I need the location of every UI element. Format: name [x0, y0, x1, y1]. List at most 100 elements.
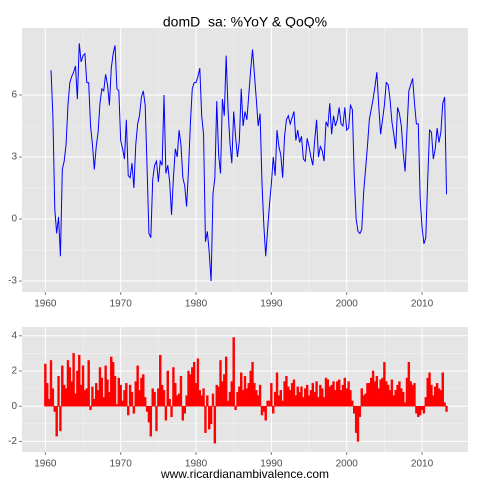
- bar: [143, 397, 147, 407]
- bar: [402, 391, 405, 407]
- bar: [266, 400, 269, 407]
- bar: [305, 384, 309, 407]
- bar: [313, 391, 316, 407]
- x-tick-label: 1980: [185, 459, 208, 470]
- bar: [59, 405, 62, 432]
- bar: [334, 390, 337, 407]
- bar: [424, 397, 428, 407]
- x-tick-label: 1970: [110, 459, 133, 470]
- bar: [160, 384, 164, 407]
- x-tick-label: 2000: [336, 459, 359, 470]
- bar: [102, 397, 105, 407]
- bar: [388, 390, 392, 407]
- bar: [356, 405, 360, 442]
- bar: [251, 361, 254, 407]
- bar: [256, 395, 260, 407]
- bar: [145, 405, 149, 412]
- bar: [134, 381, 137, 407]
- bar: [108, 391, 111, 407]
- bar: [247, 383, 250, 407]
- bar: [78, 354, 81, 407]
- bar: [74, 393, 77, 407]
- bar: [183, 405, 186, 414]
- bar: [255, 390, 258, 407]
- bar: [311, 383, 314, 407]
- bar: [319, 384, 322, 407]
- bar: [400, 388, 403, 407]
- bar: [368, 383, 371, 407]
- bar: [302, 397, 305, 407]
- bar: [98, 367, 102, 407]
- bar: [377, 388, 380, 407]
- bar: [381, 377, 384, 407]
- bar: [341, 384, 345, 407]
- bar: [322, 397, 326, 407]
- bar: [138, 390, 141, 407]
- bar: [241, 390, 245, 407]
- bar: [240, 372, 243, 407]
- bar: [96, 390, 100, 407]
- bar: [89, 405, 92, 410]
- bar: [371, 370, 375, 407]
- bar: [258, 384, 262, 407]
- bar: [324, 377, 328, 407]
- bar: [441, 372, 444, 407]
- bar: [198, 390, 201, 407]
- bar: [317, 397, 320, 407]
- bar: [309, 390, 313, 407]
- bar: [326, 379, 330, 407]
- bar: [66, 360, 70, 407]
- bar: [176, 395, 179, 407]
- bar: [343, 377, 347, 407]
- bar: [159, 354, 162, 407]
- bar: [428, 372, 431, 407]
- bar: [117, 377, 121, 407]
- bar: [136, 365, 139, 407]
- bar: [315, 381, 318, 407]
- bar: [191, 367, 194, 407]
- bar: [373, 381, 377, 407]
- bar: [179, 376, 183, 407]
- bar: [417, 405, 420, 418]
- bar: [226, 400, 230, 407]
- bar: [51, 388, 55, 407]
- bar: [432, 395, 435, 407]
- x-tick-label: 2010: [411, 459, 434, 470]
- bar: [57, 376, 60, 407]
- y-tick-label: -2: [8, 436, 17, 447]
- bar: [177, 393, 181, 407]
- bar: [439, 390, 443, 407]
- chart-title: domD_sa: %YoY & QoQ%: [163, 14, 327, 30]
- bar: [434, 386, 437, 407]
- bar: [128, 384, 132, 407]
- bar: [168, 398, 171, 407]
- y-tick-label: -3: [8, 276, 17, 287]
- y-tick-label: 3: [11, 152, 17, 163]
- bar: [245, 388, 249, 407]
- bar: [172, 367, 175, 407]
- bar: [142, 374, 145, 407]
- bar: [49, 360, 53, 407]
- bar: [285, 376, 288, 407]
- bar: [221, 381, 224, 407]
- bar: [106, 379, 109, 407]
- bar: [85, 388, 88, 407]
- bar: [418, 405, 422, 416]
- bar: [194, 383, 198, 407]
- x-tick-label: 2010: [411, 299, 434, 310]
- bar: [236, 391, 239, 407]
- bar: [420, 405, 424, 410]
- bar: [270, 383, 273, 407]
- bar: [70, 381, 73, 407]
- bar: [445, 405, 448, 412]
- y-tick-label: 4: [11, 330, 17, 341]
- bar: [200, 395, 203, 407]
- bar: [398, 381, 401, 407]
- bar: [83, 390, 87, 407]
- bar: [413, 383, 416, 407]
- bar: [279, 390, 282, 407]
- bar: [44, 363, 47, 407]
- bar: [196, 358, 200, 407]
- bar: [289, 390, 292, 407]
- bar: [185, 395, 188, 407]
